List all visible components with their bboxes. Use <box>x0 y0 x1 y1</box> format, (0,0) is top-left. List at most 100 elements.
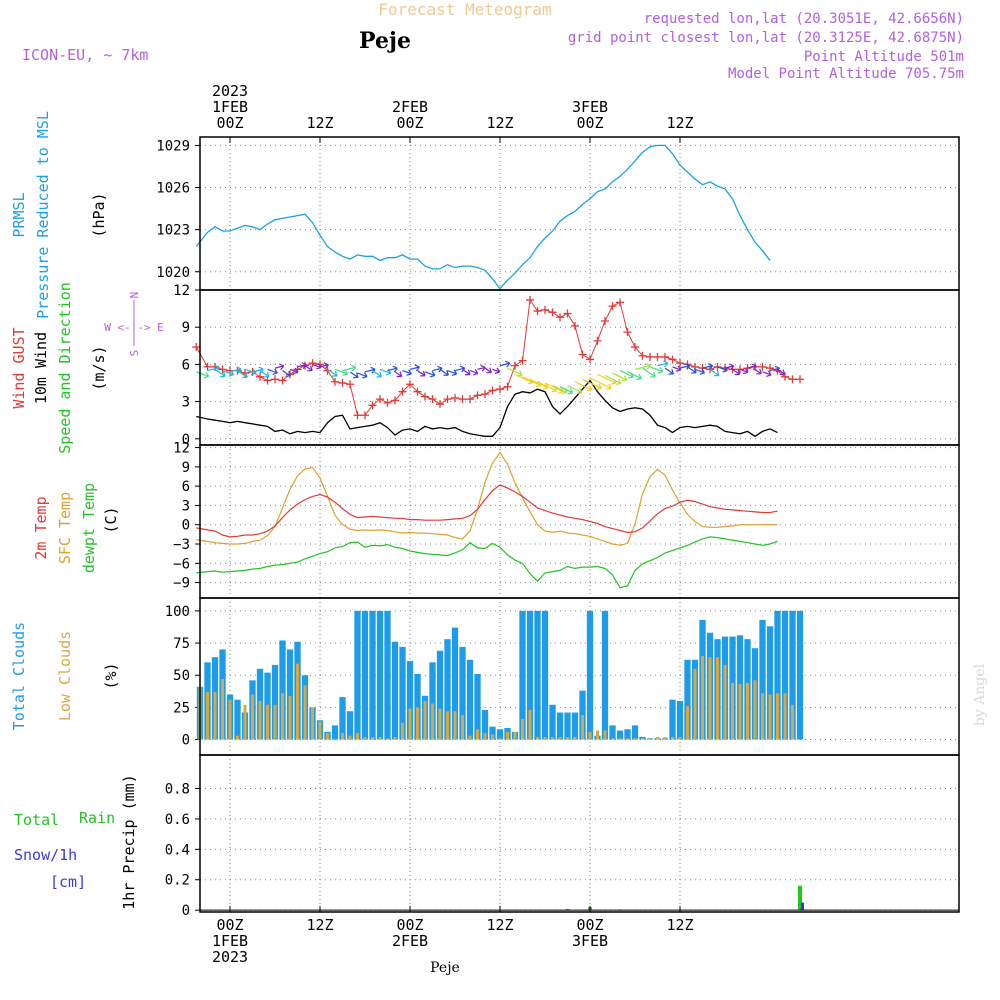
total-cloud-bar <box>541 610 549 740</box>
wind-arrow-icon <box>672 365 682 372</box>
gust-marker <box>646 352 654 361</box>
wind-arrow-icon <box>349 371 359 379</box>
wind-arrow-icon <box>627 371 642 381</box>
top-time-label: 2FEB <box>392 98 428 116</box>
wind-labels: Wind GUST 10m Wind Speed and Direction (… <box>10 282 164 454</box>
total-cloud-bar <box>346 711 354 740</box>
gust-marker <box>631 343 639 352</box>
total-cloud-bar <box>586 610 594 740</box>
low-cloud-bar <box>311 707 314 740</box>
total-cloud-bar <box>399 646 406 740</box>
model-label: ICON-EU, ~ 7km <box>22 46 148 64</box>
precip-snow-bar <box>801 902 804 911</box>
y-tick-label: 0.4 <box>165 842 190 858</box>
wind-direction-arrows <box>196 361 786 395</box>
wind-arrow-icon <box>574 381 593 392</box>
wind-arrow-icon <box>439 368 449 376</box>
wind-arrow-icon <box>342 364 357 372</box>
wind-unit: (m/s) <box>90 345 108 390</box>
low-cloud-bar <box>461 715 464 740</box>
temp-dewpt-line <box>196 536 778 589</box>
bottom-time-label: 00Z <box>576 916 603 934</box>
y-tick-label: 3 <box>182 395 190 411</box>
top-time-label: 12Z <box>306 114 333 132</box>
y-tick-label: −6 <box>173 556 190 572</box>
pressure-labels: PRMSL Pressure Reduced to MSL (hPa) <box>10 111 108 319</box>
low-cloud-bar <box>281 693 284 740</box>
gust-marker <box>361 411 369 420</box>
y-tick-label: −9 <box>173 576 190 592</box>
top-time-label: 00Z <box>216 114 243 132</box>
gust-marker <box>548 308 557 317</box>
y-tick-label: 50 <box>173 668 190 684</box>
y-tick-label: 0.6 <box>165 812 190 828</box>
wind-arrow-icon <box>196 371 210 379</box>
y-tick-label: 0 <box>182 518 190 534</box>
bottom-time-label: 00Z <box>216 916 243 934</box>
gust-marker <box>533 307 542 316</box>
y-tick-label: 0 <box>182 903 190 919</box>
gust-marker <box>608 302 617 311</box>
temp-unit: (C) <box>102 506 120 533</box>
low-cloud-bar <box>483 733 487 740</box>
low-cloud-bar <box>708 657 712 740</box>
total-cloud-bar <box>601 610 609 740</box>
total-cloud-bar <box>361 610 369 740</box>
plot-layer: 1020102310261029036912−9−6−3036912025507… <box>156 82 960 966</box>
gust-marker <box>616 298 624 307</box>
low-cloud-bars <box>198 655 794 740</box>
gust-marker <box>203 362 212 371</box>
wind-arrow-icon <box>529 378 549 390</box>
gust-marker <box>481 390 489 399</box>
low-cloud-bar <box>206 691 209 740</box>
bottom-time-label: 12Z <box>306 916 333 934</box>
low-cloud-bar <box>431 703 434 740</box>
wind-arrow-icon <box>417 370 426 377</box>
model-altitude: Model Point Altitude 705.75m <box>728 66 964 82</box>
wind-arrow-icon <box>237 370 248 379</box>
low-cloud-bar <box>791 704 794 740</box>
low-cloud-bar <box>611 738 614 740</box>
total-cloud-bar <box>526 610 534 740</box>
wind-arrow-icon <box>762 370 772 377</box>
gust-marker <box>263 376 272 385</box>
pressure-grid <box>229 137 681 290</box>
gust-marker <box>376 395 384 404</box>
low-cloud-bar <box>618 738 622 740</box>
gust-marker <box>466 395 474 404</box>
gust-marker <box>271 375 279 384</box>
gust-marker <box>338 379 347 387</box>
total-cloud-bar <box>331 725 339 740</box>
gust-marker <box>578 350 587 359</box>
total-cloud-bar <box>774 610 781 740</box>
gust-marker <box>473 391 482 400</box>
temperature-frame <box>199 444 960 599</box>
pressure-label-prmsl: PRMSL <box>10 192 28 237</box>
gust-marker <box>331 377 339 386</box>
y-tick-label: −3 <box>173 537 190 553</box>
precip-label-rain: Rain <box>79 809 115 827</box>
gust-marker <box>668 355 677 364</box>
top-time-label: 00Z <box>576 114 603 132</box>
top-time-label: 1FEB <box>212 98 248 116</box>
total-cloud-bar <box>376 610 384 740</box>
low-cloud-bar <box>678 736 682 740</box>
location-title: Peje <box>359 28 411 54</box>
y-tick-label: 3 <box>182 498 190 514</box>
low-cloud-bar <box>438 708 442 740</box>
pressure-line <box>195 144 771 290</box>
wind-arrow-icon <box>424 370 436 378</box>
total-cloud-bar <box>466 659 474 740</box>
low-cloud-bar <box>603 730 607 740</box>
low-cloud-bar <box>536 736 539 740</box>
wind-arrow-icon <box>559 386 574 395</box>
gust-marker <box>488 386 497 395</box>
y-tick-label: 1029 <box>156 138 190 154</box>
gust-marker <box>428 395 437 404</box>
precip-y-axis: 0 0.2 0.4 0.6 0.8 <box>165 781 959 919</box>
wind-arrow-icon <box>484 367 492 374</box>
low-cloud-bar <box>498 738 502 740</box>
gust-marker <box>511 361 519 370</box>
low-cloud-bar <box>446 711 449 740</box>
temp-label-2m: 2m Temp <box>32 496 50 559</box>
